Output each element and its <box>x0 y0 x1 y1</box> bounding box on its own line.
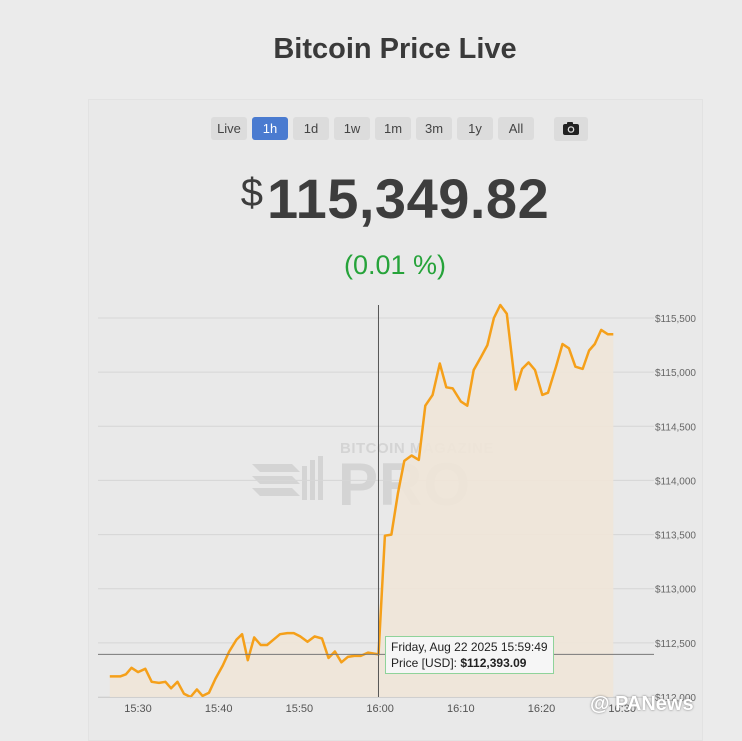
x-tick-label: 16:20 <box>528 703 556 715</box>
screenshot-button[interactable] <box>554 117 588 141</box>
tooltip-value: $112,393.09 <box>460 656 527 670</box>
range-button-3m[interactable]: 3m <box>416 117 452 140</box>
chart-tooltip: Friday, Aug 22 2025 15:59:49 Price [USD]… <box>385 636 554 674</box>
tooltip-label: Price [USD]: <box>391 656 458 670</box>
page-title: Bitcoin Price Live <box>273 33 517 65</box>
price-value: 115,349.82 <box>267 167 550 230</box>
range-button-1h[interactable]: 1h <box>252 117 288 140</box>
y-tick-label: $113,000 <box>655 585 696 596</box>
range-button-1d[interactable]: 1d <box>293 117 329 140</box>
tooltip-price-row: Price [USD]: $112,393.09 <box>391 655 548 671</box>
range-button-all[interactable]: All <box>498 117 534 140</box>
y-tick-label: $115,500 <box>655 314 696 325</box>
x-tick-label: 15:40 <box>205 703 233 715</box>
price-change: (0.01 %) <box>343 250 447 280</box>
series-line <box>109 303 614 699</box>
x-tick-label: 15:30 <box>124 703 152 715</box>
x-tick-label: 16:00 <box>366 703 394 715</box>
y-tick-label: $114,000 <box>655 476 696 487</box>
camera-icon <box>563 122 579 135</box>
y-tick-label: $115,000 <box>655 368 696 379</box>
x-tick-label: 15:50 <box>286 703 314 715</box>
range-selector: Live 1h 1d 1w 1m 3m 1y All <box>211 117 534 141</box>
source-watermark: @ PANews <box>590 693 694 715</box>
current-price: $115,349.82 <box>0 166 742 231</box>
y-tick-label: $114,500 <box>655 422 696 433</box>
range-button-1y[interactable]: 1y <box>457 117 493 140</box>
range-button-live[interactable]: Live <box>211 117 247 140</box>
range-button-1w[interactable]: 1w <box>334 117 370 140</box>
tooltip-date: Friday, Aug 22 2025 15:59:49 <box>391 640 548 654</box>
series-area <box>109 305 614 697</box>
y-tick-label: $112,500 <box>655 639 696 650</box>
y-tick-label: $112,000 <box>655 693 696 704</box>
y-tick-label: $113,500 <box>655 531 696 542</box>
x-tick-label: 16:30 <box>608 703 636 715</box>
x-tick-label: 16:10 <box>447 703 475 715</box>
range-button-1m[interactable]: 1m <box>375 117 411 140</box>
price-currency: $ <box>240 171 264 215</box>
